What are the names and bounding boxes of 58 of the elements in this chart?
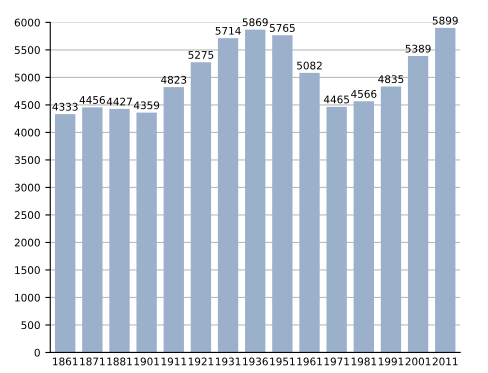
data-label: 5714 (216, 26, 241, 35)
data-label: 4566 (351, 90, 376, 98)
bar (136, 112, 157, 352)
y-tick-label: 2000 (14, 238, 40, 247)
data-label: 4823 (161, 76, 186, 84)
x-tick-label: 1861 (53, 358, 78, 366)
bar (354, 101, 374, 352)
data-label: 5899 (432, 16, 458, 25)
y-tick-label: 4000 (14, 128, 40, 137)
bar (408, 56, 428, 352)
data-label: 5275 (188, 50, 214, 59)
data-label: 5765 (270, 24, 295, 32)
x-tick-label: 1971 (324, 358, 349, 366)
x-tick-label: 1961 (297, 358, 322, 366)
data-label: 4359 (134, 101, 160, 110)
y-tick-label: 500 (21, 321, 40, 330)
y-tick-label: 1500 (15, 266, 40, 274)
bar (55, 114, 76, 352)
x-tick-label: 1991 (378, 358, 404, 366)
data-label: 5389 (406, 44, 431, 53)
bar (109, 108, 130, 352)
x-tick-label: 1921 (188, 358, 214, 366)
y-tick-label: 2500 (14, 211, 40, 220)
y-tick-label: 3500 (14, 156, 40, 164)
bar (164, 87, 184, 352)
data-label: 5082 (297, 62, 322, 70)
data-label: 5869 (242, 18, 268, 26)
x-tick-label: 1911 (162, 358, 186, 366)
data-label: 4427 (106, 98, 132, 106)
data-label: 4465 (324, 96, 350, 104)
y-tick-label: 5500 (14, 46, 40, 54)
data-label: 4835 (378, 75, 404, 84)
x-tick-label: 1981 (352, 358, 376, 366)
y-tick-label: 6000 (14, 18, 40, 26)
x-tick-label: 1901 (134, 358, 159, 366)
bar (245, 30, 266, 352)
y-tick-label: 0 (34, 348, 40, 357)
x-tick-label: 1936 (243, 358, 268, 366)
bar (82, 107, 103, 352)
y-tick-label: 1000 (15, 294, 40, 302)
y-tick-label: 5000 (14, 74, 40, 82)
bar (380, 86, 402, 352)
bar (218, 38, 238, 352)
x-tick-label: 1931 (216, 358, 240, 366)
bar (272, 35, 293, 352)
bar (190, 62, 212, 352)
bar (326, 106, 347, 352)
bar (435, 28, 456, 352)
x-tick-label: 2011 (432, 358, 458, 366)
x-tick-label: 1871 (80, 358, 105, 366)
bar (299, 72, 320, 352)
x-tick-label: 1881 (107, 358, 132, 366)
y-tick-label: 4500 (14, 101, 40, 110)
data-label: 4333 (52, 102, 78, 111)
x-tick-label: 2001 (406, 358, 430, 366)
data-label: 4456 (80, 96, 105, 104)
x-tick-label: 1951 (270, 358, 295, 366)
y-tick-label: 3000 (14, 184, 40, 192)
